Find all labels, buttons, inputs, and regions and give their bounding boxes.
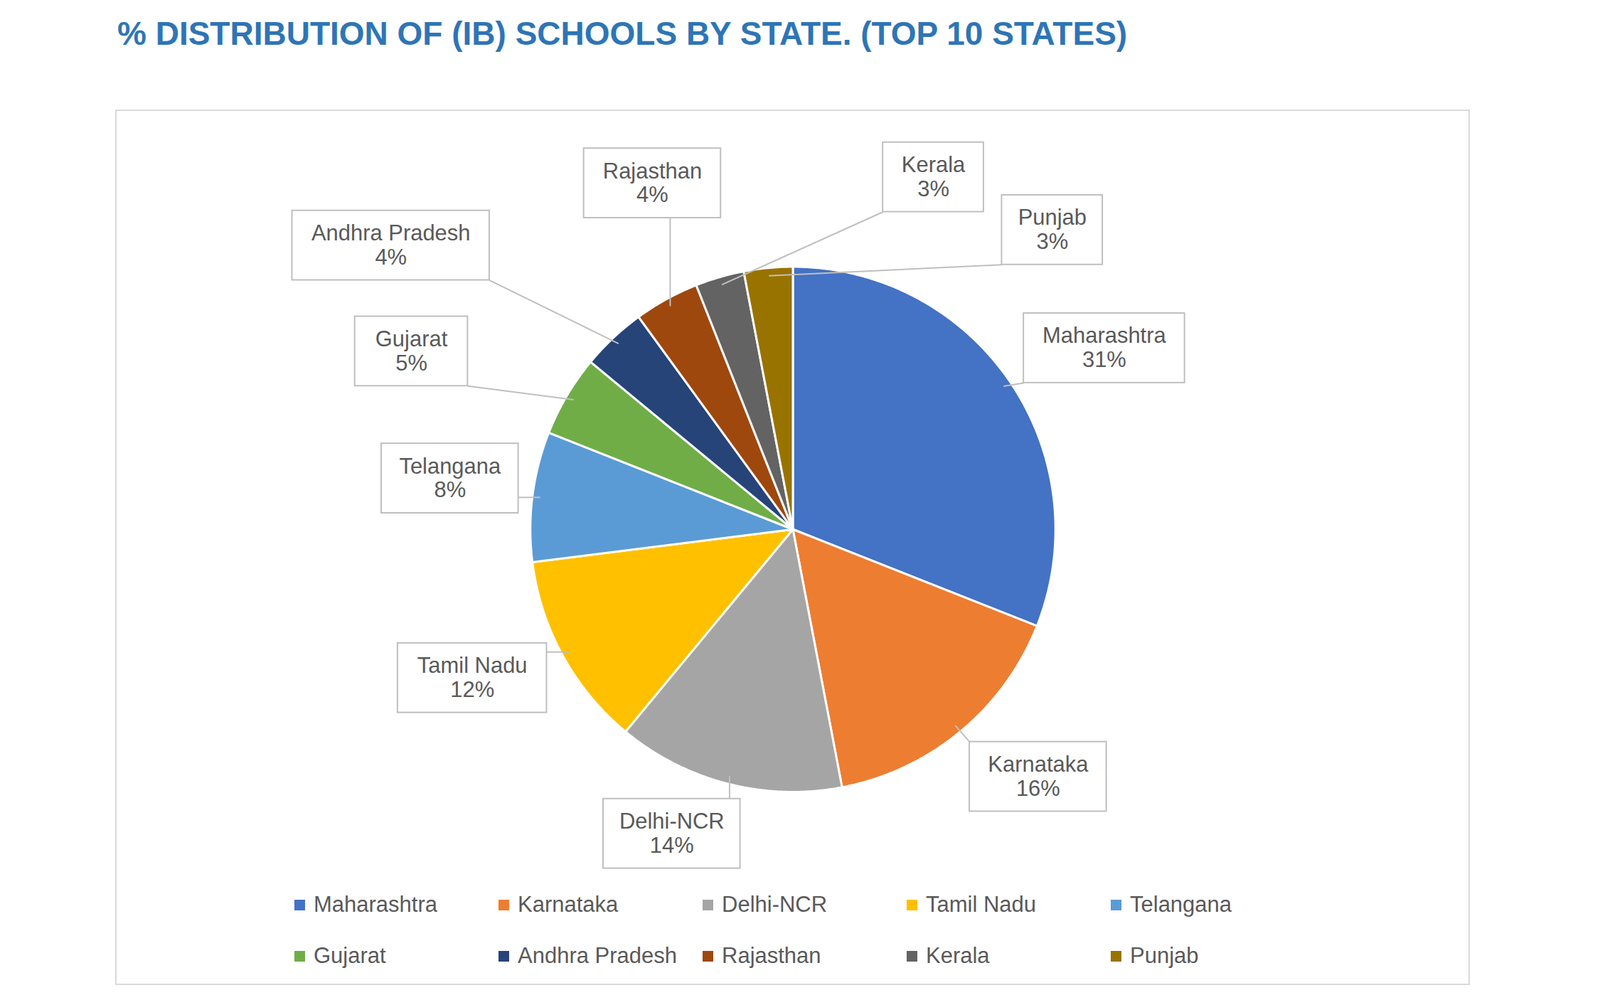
- svg-text:Karnataka: Karnataka: [987, 751, 1089, 777]
- html-text:Gujarat: Gujarat: [313, 942, 386, 968]
- svg-text:Gujarat: Gujarat: [375, 326, 448, 352]
- svg-text:31%: 31%: [1082, 347, 1127, 372]
- svg-text:12%: 12%: [450, 676, 495, 702]
- svg-text:Kerala: Kerala: [901, 152, 966, 178]
- svg-text:5%: 5%: [395, 350, 428, 376]
- html-text:Telangana: Telangana: [1129, 891, 1232, 917]
- svg-text:4%: 4%: [374, 244, 407, 270]
- svg-text:8%: 8%: [433, 477, 466, 503]
- html-text:Kerala: Kerala: [925, 942, 990, 968]
- svg-text:Delhi-NCR: Delhi-NCR: [619, 808, 725, 834]
- svg-text:3%: 3%: [917, 176, 950, 202]
- svg-text:Tamil Nadu: Tamil Nadu: [417, 652, 528, 678]
- svg-text:14%: 14%: [649, 832, 695, 858]
- html-text:Tamil Nadu: Tamil Nadu: [925, 891, 1037, 917]
- svg-text:Rajasthan: Rajasthan: [603, 158, 702, 184]
- html-text:Andhra Pradesh: Andhra Pradesh: [517, 942, 677, 968]
- html-text:% DISTRIBUTION OF (IB) SCHOOLS: % DISTRIBUTION OF (IB) SCHOOLS BY STATE.…: [117, 14, 1128, 52]
- svg-text:4%: 4%: [636, 182, 669, 207]
- svg-text:3%: 3%: [1036, 228, 1069, 254]
- svg-text:Andhra Pradesh: Andhra Pradesh: [311, 220, 471, 246]
- html-text:Maharashtra: Maharashtra: [313, 891, 438, 917]
- html-text:Delhi-NCR: Delhi-NCR: [721, 891, 828, 917]
- svg-text:Telangana: Telangana: [398, 453, 502, 479]
- svg-text:Maharashtra: Maharashtra: [1042, 322, 1167, 348]
- svg-text:Punjab: Punjab: [1018, 204, 1087, 230]
- html-text:Karnataka: Karnataka: [517, 891, 619, 917]
- html-text:Rajasthan: Rajasthan: [721, 942, 822, 968]
- html-text:Punjab: Punjab: [1129, 942, 1199, 968]
- svg-text:16%: 16%: [1016, 775, 1061, 801]
